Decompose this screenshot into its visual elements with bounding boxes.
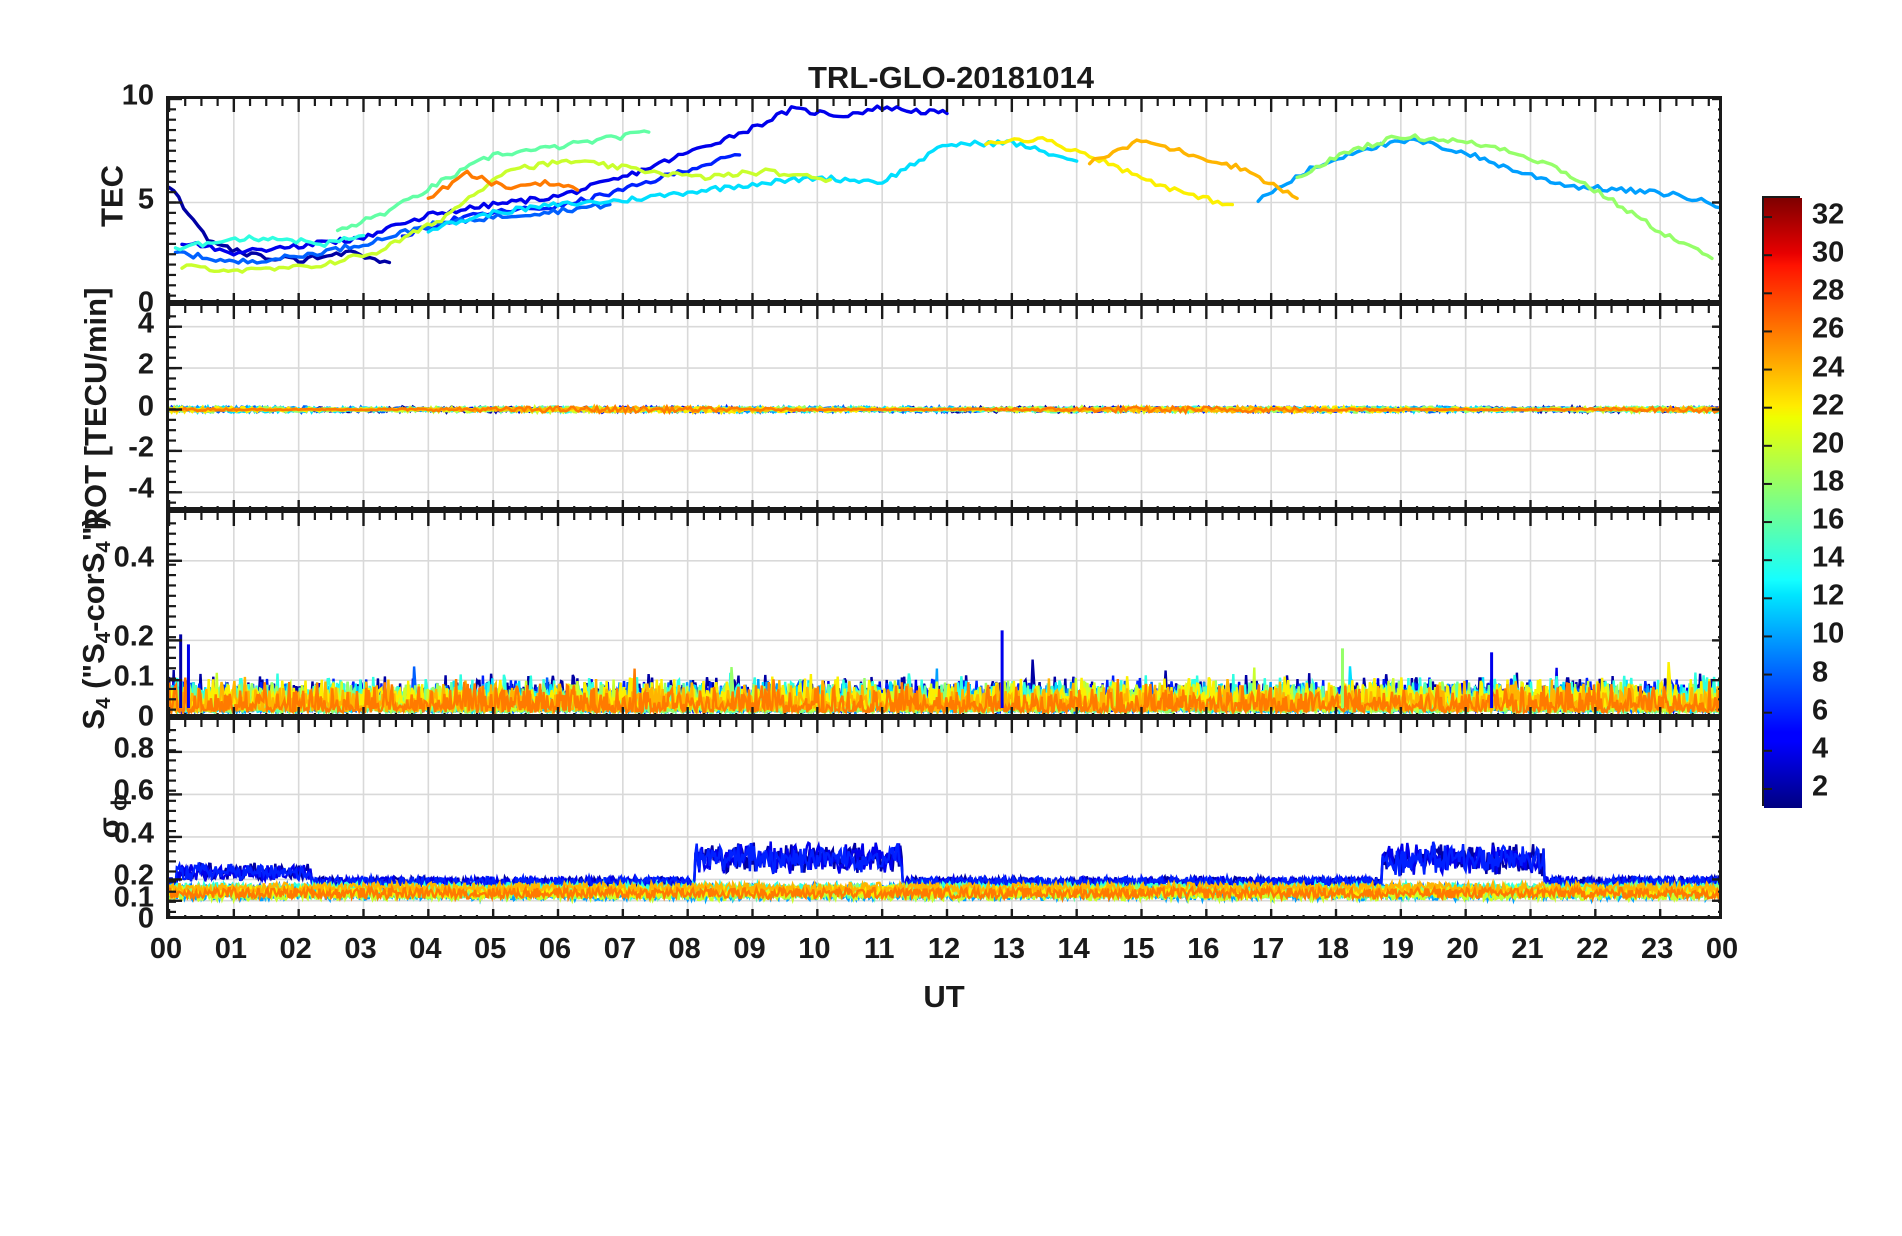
colorbar-tick-label: 30 (1812, 236, 1845, 269)
x-tick-label: 02 (279, 933, 312, 965)
x-tick-label: 12 (927, 933, 961, 965)
colorbar-tick-label: 2 (1812, 770, 1829, 803)
panel-rot-ytick-label: 4 (137, 307, 154, 340)
panel-sig-ytick-label: 0.4 (113, 817, 154, 850)
x-tick-label: 18 (1316, 933, 1350, 965)
panel-rot-ytick-label: -2 (128, 431, 154, 464)
colorbar-tick-label: 22 (1812, 389, 1845, 422)
x-tick-label: 23 (1641, 933, 1674, 965)
panel-tec-ytick-label: 5 (137, 183, 154, 215)
s4-label-mid: ("S (76, 643, 112, 698)
x-tick-label: 15 (1122, 933, 1155, 965)
panel-sig-ytick-label: 0.8 (113, 732, 154, 765)
panel-s4-ytick-label: 0.1 (113, 660, 154, 693)
x-tick-label: 20 (1446, 933, 1479, 965)
panel-s4-ytick-label: 0.4 (113, 541, 154, 574)
x-tick-label: 08 (668, 933, 701, 965)
panel-tec (166, 96, 1722, 303)
colorbar-tick-label: 26 (1812, 312, 1845, 345)
panel-s4-ytick-label: 0.2 (113, 620, 154, 653)
x-tick-label: 01 (214, 933, 247, 965)
figure-title: TRL-GLO-20181014 (808, 60, 1094, 95)
s4-label-cor: -corS (76, 552, 112, 632)
panel-rot (166, 303, 1722, 510)
x-tick-label: 04 (409, 933, 442, 965)
x-tick-label: 17 (1252, 933, 1285, 965)
s4-label-sub2: 4 (91, 631, 115, 644)
panel-sig-ytick-label: 0.1 (113, 881, 154, 914)
panel-rot-ytick-label: 2 (137, 348, 154, 381)
panel-sig-ytick-label: 0.2 (113, 859, 154, 892)
s4-label-sub1: 4 (91, 697, 115, 709)
colorbar-tick-label: 4 (1812, 732, 1829, 765)
colorbar (1762, 196, 1802, 808)
panel-sigma-phi (166, 717, 1722, 919)
x-tick-label: 05 (474, 933, 507, 965)
x-tick-label: 07 (603, 933, 636, 965)
panel-sig-ytick-label: 0.6 (113, 774, 154, 807)
x-axis-label: UT (923, 979, 965, 1014)
x-tick-label: 14 (1057, 933, 1090, 965)
panel-rot-ytick-label: 0 (137, 390, 154, 422)
x-tick-label: 13 (992, 933, 1025, 965)
x-tick-label: 22 (1576, 933, 1609, 965)
colorbar-tick-label: 32 (1812, 198, 1845, 231)
x-tick-label: 00 (1705, 933, 1739, 965)
x-tick-label: 10 (798, 933, 831, 965)
x-tick-label: 21 (1511, 933, 1544, 965)
panel-s4 (166, 510, 1722, 717)
x-tick-label: 03 (344, 933, 377, 965)
colorbar-tick-label: 28 (1812, 274, 1845, 307)
panel-s4-ylabel: S4 ("S4-corS4") (76, 508, 116, 738)
colorbar-tick-label: 14 (1812, 541, 1845, 574)
x-tick-label: 19 (1381, 933, 1414, 965)
panel-rot-ytick-label: -4 (128, 472, 154, 505)
panel-s4-ytick-label: 0 (137, 700, 154, 733)
panel-tec-ytick-label: 10 (121, 79, 154, 112)
x-tick-label: 11 (863, 933, 895, 965)
colorbar-tick-label: 24 (1812, 351, 1845, 384)
colorbar-tick-label: 10 (1812, 617, 1845, 650)
s4-label-end: ") (76, 516, 112, 542)
colorbar-tick-label: 12 (1812, 579, 1845, 612)
s4-label-sub3: 4 (91, 541, 115, 553)
x-tick-label: 09 (733, 933, 766, 965)
colorbar-tick-label: 18 (1812, 465, 1845, 498)
x-tick-label: 06 (538, 933, 572, 965)
panel-sig-ytick-label: 0 (137, 902, 154, 935)
panel-tec-ytick-label: 0 (137, 286, 154, 319)
colorbar-tick-label: 8 (1812, 656, 1829, 689)
colorbar-tick-label: 20 (1812, 427, 1845, 460)
x-tick-label: 16 (1187, 933, 1220, 965)
colorbar-tick-label: 16 (1812, 503, 1845, 536)
x-tick-label: 00 (149, 933, 183, 965)
colorbar-tick-label: 6 (1812, 694, 1829, 727)
